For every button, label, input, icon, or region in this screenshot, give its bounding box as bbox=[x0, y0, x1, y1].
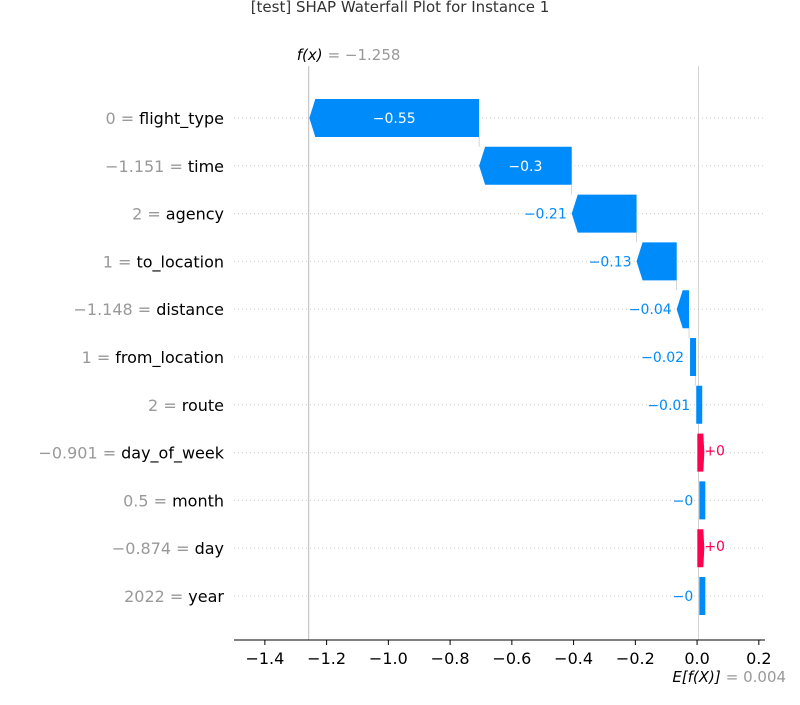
efx-symbol: E[f(X)] bbox=[672, 668, 721, 686]
feature-name: day_of_week bbox=[121, 444, 225, 464]
waterfall-bar bbox=[696, 385, 703, 424]
x-tick-label: 0.0 bbox=[684, 649, 709, 668]
x-tick-label: −0.8 bbox=[431, 649, 470, 668]
waterfall-bar bbox=[699, 577, 706, 615]
bar-value-label: −0 bbox=[673, 589, 694, 605]
x-tick-label: −1.2 bbox=[307, 649, 346, 668]
feature-label: −0.874 = day bbox=[112, 539, 224, 558]
fx-label: f(x) = −1.258 bbox=[297, 46, 401, 64]
bar-value-label: −0.02 bbox=[641, 350, 684, 366]
bar-value-label: +0 bbox=[704, 539, 725, 555]
bar-value-label: −0 bbox=[673, 493, 694, 509]
feature-label: 0.5 = month bbox=[123, 491, 224, 510]
waterfall-bar bbox=[690, 338, 697, 376]
x-tick-label: −0.6 bbox=[492, 649, 531, 668]
feature-value: 2022 = bbox=[124, 587, 183, 606]
feature-label: −1.151 = time bbox=[105, 157, 224, 176]
bar-value-label: −0.13 bbox=[589, 254, 632, 270]
fx-symbol: f(x) bbox=[297, 46, 323, 64]
feature-name: flight_type bbox=[139, 109, 224, 129]
x-tick-label: −0.2 bbox=[616, 649, 655, 668]
efx-value: = 0.004 bbox=[726, 668, 786, 686]
waterfall-bar bbox=[571, 194, 637, 233]
waterfall-bar bbox=[697, 529, 705, 568]
bar-value-label: −0.55 bbox=[373, 111, 416, 127]
grid-layer bbox=[234, 66, 765, 640]
feature-name: month bbox=[172, 491, 224, 510]
waterfall-bar bbox=[636, 242, 677, 281]
x-tick-label: −1.0 bbox=[369, 649, 408, 668]
feature-value: −1.148 = bbox=[74, 300, 152, 319]
feature-name: day bbox=[195, 539, 224, 558]
feature-value: 1 = bbox=[103, 252, 132, 271]
feature-name: agency bbox=[166, 205, 224, 224]
waterfall-bar bbox=[697, 433, 705, 472]
bar-value-label: −0.21 bbox=[524, 207, 567, 223]
feature-name: time bbox=[188, 157, 224, 176]
feature-label: 1 = from_location bbox=[82, 348, 224, 368]
bar-value-label: +0 bbox=[704, 444, 725, 460]
feature-value: 1 = bbox=[82, 348, 111, 367]
x-tick-label: 0.2 bbox=[746, 649, 771, 668]
waterfall-bar bbox=[676, 290, 690, 329]
bar-value-label: −0.01 bbox=[647, 398, 690, 414]
feature-name: year bbox=[188, 587, 224, 606]
bar-value-label: −0.3 bbox=[508, 159, 542, 175]
feature-label: −0.901 = day_of_week bbox=[38, 444, 224, 464]
waterfall-bar bbox=[479, 146, 572, 185]
feature-value: 2 = bbox=[132, 205, 161, 224]
waterfall-bar bbox=[309, 99, 480, 137]
fx-marker: f(x) = −1.258 bbox=[297, 46, 401, 640]
feature-label: 2022 = year bbox=[124, 587, 224, 606]
feature-value: −1.151 = bbox=[105, 157, 183, 176]
feature-value: −0.874 = bbox=[112, 539, 190, 558]
bar-value-label: −0.04 bbox=[629, 302, 672, 318]
feature-value: 0 = bbox=[105, 109, 134, 128]
feature-value: −0.901 = bbox=[38, 444, 116, 463]
x-axis: −1.4 −1.2 −1.0 −0.8 −0.6 −0.4 −0.2 0.0 0.2E[f(X)… bbox=[234, 639, 786, 686]
feature-name: to_location bbox=[136, 252, 224, 272]
feature-label: −1.148 = distance bbox=[74, 300, 225, 319]
feature-label: 1 = to_location bbox=[103, 252, 224, 272]
feature-label: 2 = route bbox=[148, 396, 224, 415]
feature-name: route bbox=[182, 396, 224, 415]
feature-value: 2 = bbox=[148, 396, 177, 415]
feature-name: from_location bbox=[115, 348, 224, 368]
efx-label: E[f(X)] = 0.004 bbox=[672, 668, 786, 686]
x-tick-label: −1.4 bbox=[245, 649, 284, 668]
waterfall-bar bbox=[699, 481, 706, 520]
fx-value: = −1.258 bbox=[328, 46, 401, 64]
feature-name: distance bbox=[156, 300, 224, 319]
chart-title: [test] SHAP Waterfall Plot for Instance … bbox=[251, 0, 550, 16]
feature-label: 2 = agency bbox=[132, 205, 224, 224]
bars: −0.55 −0.3 −0.21 −0.13 −0.04 −0.02 −0.01 +0 −0 +0… bbox=[309, 99, 725, 615]
feature-value: 0.5 = bbox=[123, 491, 167, 510]
feature-label: 0 = flight_type bbox=[105, 109, 224, 129]
x-tick-label: −0.4 bbox=[554, 649, 593, 668]
